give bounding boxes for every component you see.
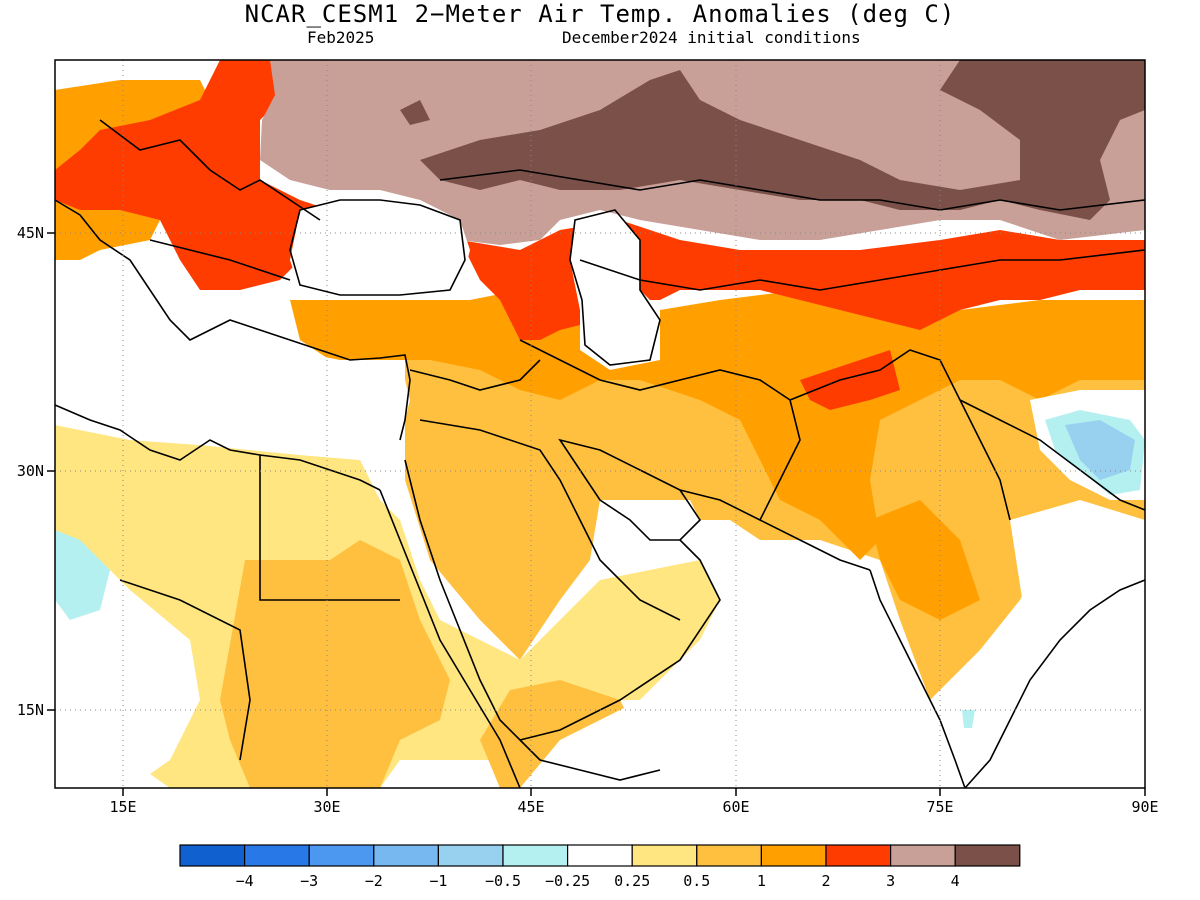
lon-label-30e: 30E [313,798,340,816]
border-iran [519,339,801,521]
white-south-india [945,670,1010,760]
coast-persian-gulf [558,438,702,541]
lat-label-15n: 15N [17,701,44,719]
colorbar-swatch-7 [631,844,698,867]
coast-black-sea [289,199,466,296]
lon-label-90e: 90E [1131,798,1158,816]
coast-caspian [569,209,661,366]
lon-label-60e: 60E [722,798,749,816]
white-black-sea-area [290,195,470,295]
colorbar-label-10: 3 [886,872,895,890]
colorbar-swatch-3 [373,844,439,867]
graticule [55,60,1145,788]
lightblue-tibet-inner [1065,420,1135,480]
colorbar-label-1: −3 [300,872,318,890]
light-orange-sudan [220,540,450,788]
lon-label-15e: 15E [109,798,136,816]
coast-india-west [869,569,966,788]
colorbar-swatch-10 [825,844,892,867]
border-africa-1 [259,455,400,601]
anomaly-field [55,60,1145,788]
colorbar-swatch-11 [889,844,956,867]
coast-horn-africa [519,739,661,781]
red-europe-caspian [55,60,330,290]
white-caspian [570,215,660,370]
white-arabian-sea [520,540,950,788]
coast-india-east [964,579,1145,788]
colorbar-swatch-5 [502,844,569,867]
colorbar-label-7: 0.5 [683,872,710,890]
colorbar-swatch-8 [696,844,762,867]
colorbar-label-3: −1 [429,872,447,890]
brown-small-patch [400,100,430,125]
lat-label-30n: 30N [17,462,44,480]
colorbar-swatch-2 [308,844,375,867]
brown-band-central-asia [420,60,1145,220]
coastlines [55,119,1145,788]
coast-iran-south [679,489,871,571]
colorbar-label-11: 4 [951,872,960,890]
colorbar-swatch-0 [179,844,246,867]
coast-med-north [55,199,411,441]
colorbar-label-6: 0.25 [614,872,650,890]
colorbar-swatch-4 [437,844,504,867]
white-mediterranean [55,290,410,460]
colorbar-swatch-9 [760,844,827,867]
border-iraq-syria [409,359,541,391]
lat-label-45n: 45N [17,224,44,242]
red-pakistan-blob [800,350,900,410]
lon-label-45e: 45E [517,798,544,816]
map-frame [54,59,1146,789]
border-africa-2 [119,579,251,761]
border-europe-2 [149,239,291,281]
colorbar-label-0: −4 [236,872,254,890]
border-russia-kaz [439,169,1145,211]
white-bay-of-bengal [1000,500,1145,788]
valid-month-label: Feb2025 [307,28,375,47]
border-india-china [959,399,1145,511]
orange-india-patch [870,500,980,620]
colorbar-swatch-12 [954,844,1021,867]
colorbar-label-9: 2 [821,872,830,890]
colorbar-swatch-1 [244,844,310,867]
lon-label-75e: 75E [926,798,953,816]
border-arabia [419,419,681,621]
colorbar-label-5: −0.25 [545,872,590,890]
colorbar: −4 −3 −2 −1 −0.5 −0.25 0.25 0.5 1 2 3 4 [179,844,1021,890]
colorbar-label-2: −2 [365,872,383,890]
border-europe-1 [99,119,321,221]
tick-marks [47,232,1146,796]
coast-north-africa [55,404,381,491]
colorbar-label-8: 1 [757,872,766,890]
colorbar-label-4: −0.5 [485,872,521,890]
lightblue-africa-west [55,530,110,620]
init-conditions-label: December2024 initial conditions [562,28,861,47]
coast-red-sea-west [379,489,521,788]
map-title: NCAR_CESM1 2−Meter Air Temp. Anomalies (… [244,0,956,28]
border-central-asia [579,249,1145,291]
lightblue-south-india [962,710,975,728]
colorbar-swatch-6 [566,844,633,867]
